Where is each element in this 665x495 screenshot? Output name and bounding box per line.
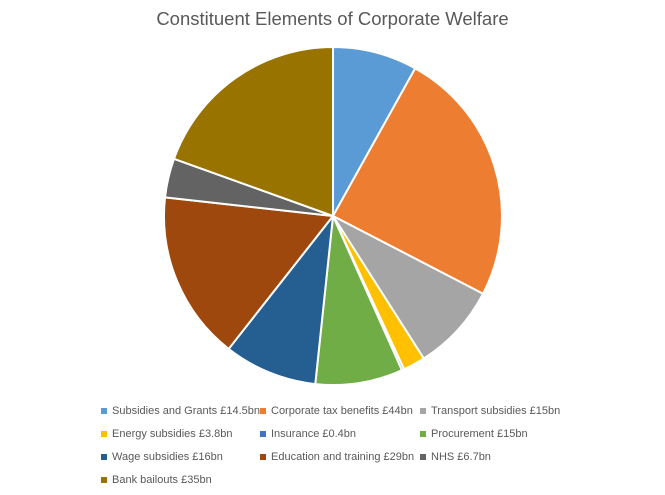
legend-item-0: Subsidies and Grants £14.5bn xyxy=(101,405,260,417)
legend-swatch-8 xyxy=(420,454,426,460)
legend-label-7: Education and training £29bn xyxy=(271,451,415,463)
legend-label-3: Energy subsidies £3.8bn xyxy=(112,428,233,440)
legend-swatch-5 xyxy=(420,431,426,437)
legend-swatch-0 xyxy=(101,408,107,414)
chart-title: Constituent Elements of Corporate Welfar… xyxy=(156,8,509,29)
legend-swatch-6 xyxy=(101,454,107,460)
legend-label-1: Corporate tax benefits £44bn xyxy=(271,405,413,417)
legend-item-3: Energy subsidies £3.8bn xyxy=(101,428,232,440)
legend-label-5: Procurement £15bn xyxy=(431,428,528,440)
pie-slice-9 xyxy=(172,46,334,217)
legend-swatch-3 xyxy=(101,431,107,437)
legend-swatch-7 xyxy=(260,454,266,460)
legend-label-8: NHS £6.7bn xyxy=(431,451,491,463)
legend-item-4: Insurance £0.4bn xyxy=(260,428,356,440)
legend-item-8: NHS £6.7bn xyxy=(420,451,491,463)
pie-slice-5 xyxy=(314,215,403,386)
legend-swatch-9 xyxy=(101,477,107,483)
legend-item-7: Education and training £29bn xyxy=(260,451,414,463)
pie-slice-2 xyxy=(332,215,485,360)
legend-item-1: Corporate tax benefits £44bn xyxy=(260,405,413,417)
pie-slice-7 xyxy=(163,196,334,350)
legend-swatch-1 xyxy=(260,408,266,414)
legend-item-9: Bank bailouts £35bn xyxy=(101,474,212,486)
legend-label-4: Insurance £0.4bn xyxy=(271,428,357,440)
legend-item-2: Transport subsidies £15bn xyxy=(420,405,560,417)
legend-label-2: Transport subsidies £15bn xyxy=(431,405,561,417)
legend-item-6: Wage subsidies £16bn xyxy=(101,451,223,463)
legend-swatch-2 xyxy=(420,408,426,414)
legend-swatch-4 xyxy=(260,431,266,437)
legend-label-6: Wage subsidies £16bn xyxy=(112,451,223,463)
legend-label-9: Bank bailouts £35bn xyxy=(112,474,212,486)
legend-item-5: Procurement £15bn xyxy=(420,428,528,440)
pie-slice-6 xyxy=(227,215,334,386)
legend-label-0: Subsidies and Grants £14.5bn xyxy=(112,405,260,417)
